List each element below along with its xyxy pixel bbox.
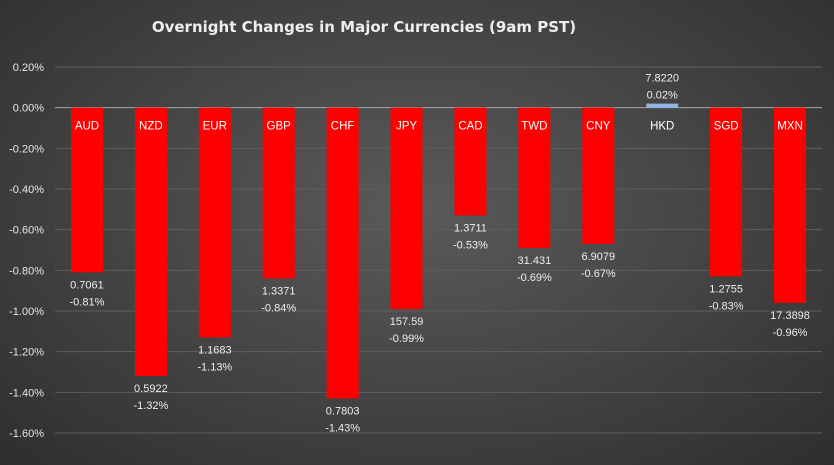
category-label: MXN [777, 121, 803, 133]
y-tick-label: -0.60% [9, 225, 44, 237]
percent-label: 0.02% [647, 90, 678, 102]
percent-label: -0.53% [453, 239, 488, 251]
rate-label: 157.59 [390, 316, 424, 328]
category-label: SGD [714, 121, 739, 133]
bar-hkd [646, 103, 679, 108]
percent-label: -0.96% [773, 327, 808, 339]
percent-label: -0.67% [581, 268, 616, 280]
category-label: EUR [203, 121, 227, 133]
y-tick-label: -0.80% [9, 265, 44, 277]
y-axis: 0.20% 0.00% -0.20% -0.40% -0.60% -0.80% -1.00%… [9, 62, 44, 440]
category-label: CNY [586, 121, 611, 133]
rate-label: 6.9079 [581, 251, 615, 263]
category-label: JPY [396, 121, 417, 133]
rate-label: 1.2755 [709, 283, 743, 295]
percent-label: -0.99% [389, 333, 424, 345]
percent-label: -1.43% [325, 422, 360, 434]
y-tick-label: -0.20% [9, 143, 44, 155]
bar-sgd [710, 107, 743, 277]
percent-label: -1.32% [133, 400, 168, 412]
bar-chf [326, 107, 359, 399]
chart-title: Overnight Changes in Major Currencies (9… [152, 18, 576, 36]
rate-label: 0.5922 [134, 383, 168, 395]
percent-label: -1.13% [197, 361, 232, 373]
y-tick-label: -0.40% [9, 184, 44, 196]
rate-label: 0.7061 [70, 279, 104, 291]
category-label: HKD [650, 121, 674, 133]
y-tick-label: 0.00% [13, 103, 44, 115]
y-tick-label: -1.20% [9, 347, 44, 359]
bar-twd [518, 107, 551, 248]
y-tick-label: -1.00% [9, 306, 44, 318]
rate-label: 1.1683 [198, 344, 232, 356]
gridlines [55, 66, 822, 434]
bar-eur [198, 107, 231, 338]
bar-mxn [774, 107, 807, 303]
category-label: AUD [75, 121, 99, 133]
category-label: GBP [267, 121, 292, 133]
category-label: TWD [521, 121, 547, 133]
rate-label: 1.3371 [262, 285, 296, 297]
percent-label: -0.69% [517, 272, 552, 284]
rate-label: 31.431 [518, 255, 552, 267]
category-label: NZD [139, 121, 163, 133]
rate-label: 17.3898 [770, 310, 810, 322]
category-label: CHF [331, 121, 355, 133]
bars: AUD 0.7061 -0.81% NZD 0.5922 -1.32% EUR 1.1683 -… [70, 73, 810, 435]
y-tick-label: 0.20% [13, 62, 44, 74]
percent-label: -0.81% [70, 296, 105, 308]
y-tick-label: -1.40% [9, 387, 44, 399]
y-tick-label: -1.60% [9, 428, 44, 440]
bar-cad [454, 107, 487, 216]
bar-nzd [134, 107, 167, 377]
rate-label: 7.8220 [645, 73, 679, 85]
bar-aud [70, 107, 103, 273]
percent-label: -0.83% [709, 300, 744, 312]
percent-label: -0.84% [261, 302, 296, 314]
rate-label: 1.3711 [454, 222, 487, 234]
category-label: CAD [458, 121, 482, 133]
bar-jpy [390, 107, 423, 309]
bar-gbp [262, 107, 295, 279]
rate-label: 0.7803 [326, 405, 360, 417]
bar-cny [582, 107, 615, 244]
